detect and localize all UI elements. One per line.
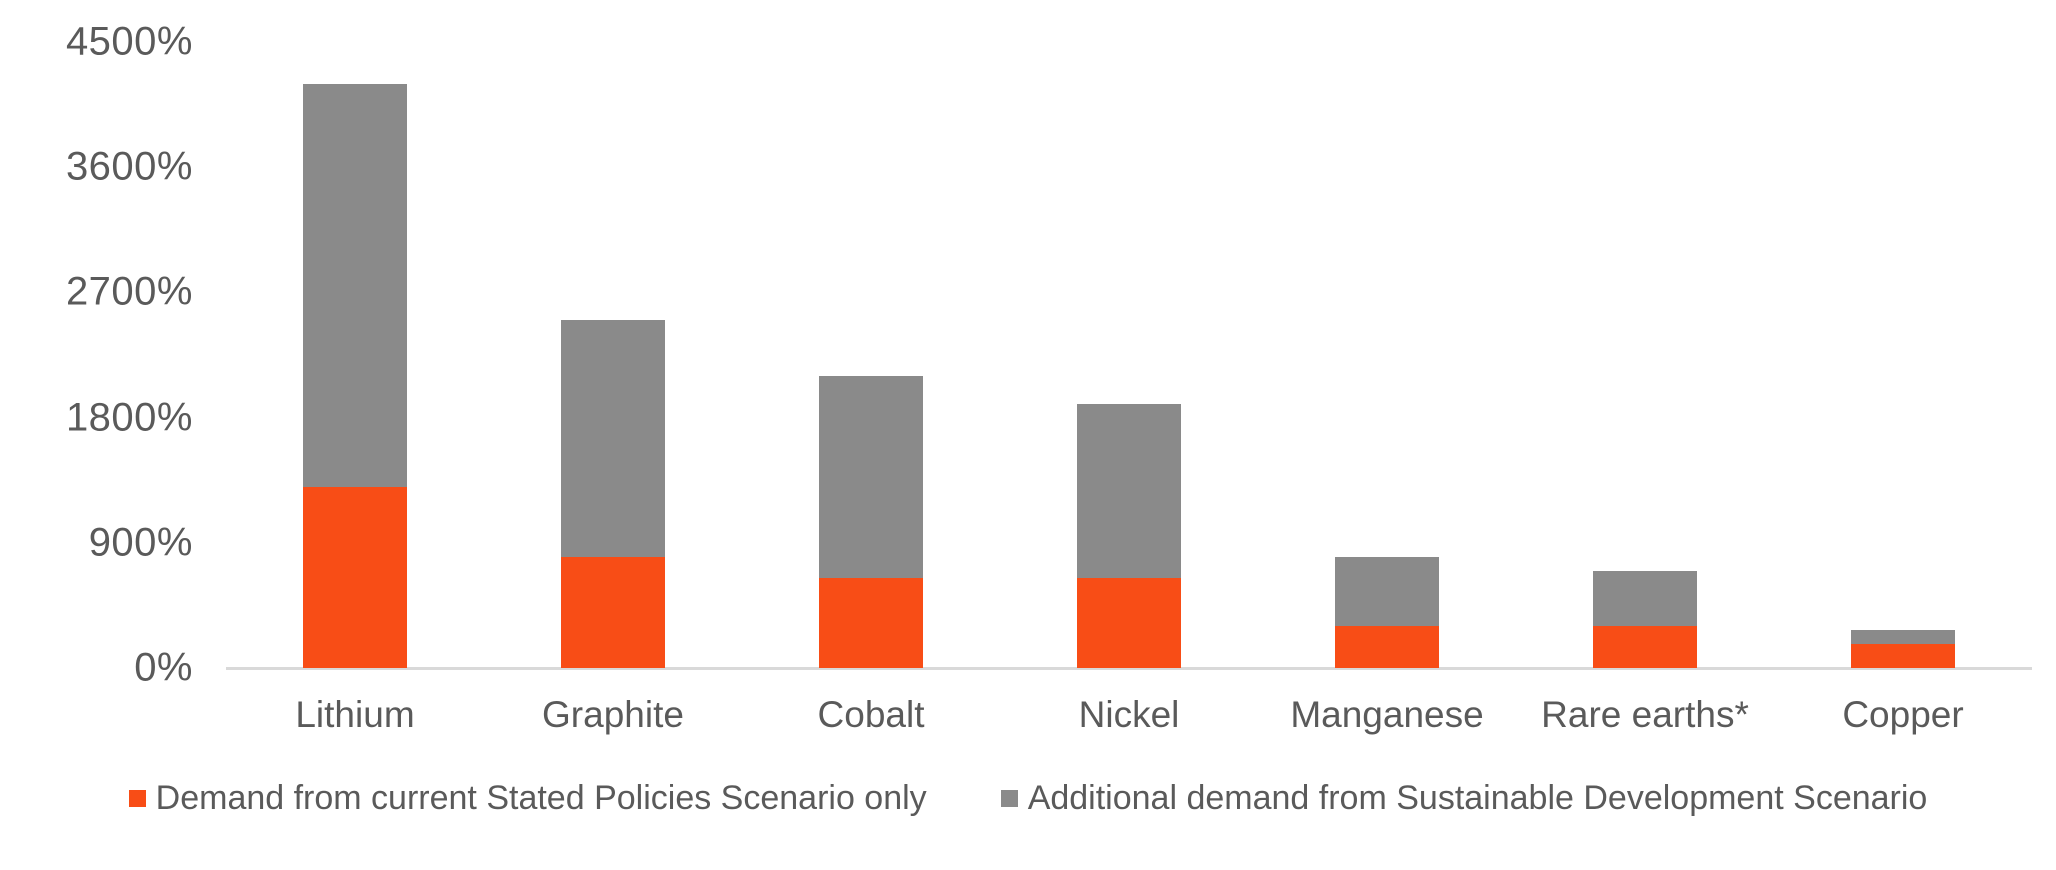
y-axis-tick-label-0: 0%	[134, 645, 193, 690]
category-label-nickel: Nickel	[1078, 694, 1180, 735]
legend-item-steps: Demand from current Stated Policies Scen…	[128, 778, 927, 818]
bar-graphite-steps-segment	[561, 556, 665, 668]
legend-label-sds: Additional demand from Sustainable Devel…	[1027, 778, 1928, 817]
legend-swatch-sds-icon	[1000, 789, 1018, 807]
legend-swatch-steps-icon	[128, 789, 146, 807]
y-axis-tick-label-2700: 2700%	[65, 269, 193, 314]
y-axis-tick-label-1800: 1800%	[65, 395, 193, 440]
bar-rare-earths-steps-segment	[1593, 626, 1697, 668]
x-axis-baseline	[226, 667, 2032, 670]
bar-manganese-additional-sds-segment	[1335, 556, 1439, 627]
category-label-lithium: Lithium	[295, 694, 415, 735]
bar-manganese-steps-segment	[1335, 626, 1439, 668]
bar-graphite-additional-sds-segment	[561, 320, 665, 557]
bar-nickel-steps-segment	[1077, 577, 1181, 668]
bar-copper-steps-segment	[1851, 644, 1955, 668]
bar-cobalt-steps-segment	[819, 577, 923, 668]
y-axis-tick-label-4500: 4500%	[65, 19, 193, 64]
bar-nickel-additional-sds-segment	[1077, 403, 1181, 578]
bar-rare-earths-additional-sds-segment	[1593, 570, 1697, 627]
bar-lithium-additional-sds-segment	[303, 83, 407, 488]
bar-copper-additional-sds-segment	[1851, 630, 1955, 645]
category-label-graphite: Graphite	[542, 694, 684, 735]
legend: Demand from current Stated Policies Scen…	[0, 776, 2056, 820]
category-label-rare-earths: Rare earths*	[1541, 694, 1749, 735]
category-label-cobalt: Cobalt	[817, 694, 925, 735]
y-axis-tick-label-900: 900%	[88, 520, 193, 565]
category-label-copper: Copper	[1842, 694, 1964, 735]
bar-cobalt-additional-sds-segment	[819, 375, 923, 578]
legend-item-sds: Additional demand from Sustainable Devel…	[1000, 778, 1928, 818]
category-label-manganese: Manganese	[1290, 694, 1484, 735]
bar-lithium-steps-segment	[303, 487, 407, 668]
legend-label-steps: Demand from current Stated Policies Scen…	[155, 778, 927, 817]
y-axis-tick-label-3600: 3600%	[65, 144, 193, 189]
